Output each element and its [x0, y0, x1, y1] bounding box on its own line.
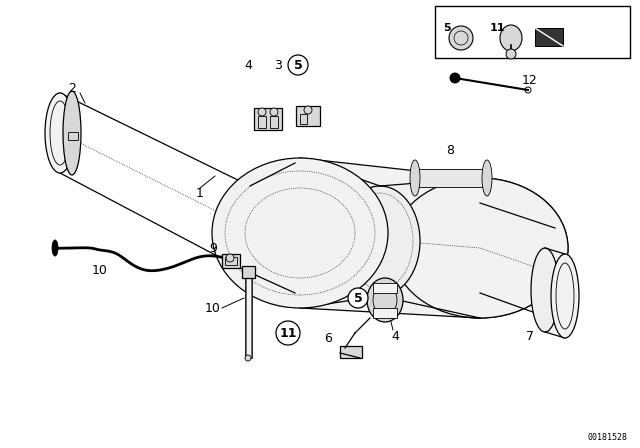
Ellipse shape — [410, 160, 420, 196]
Bar — [254, 108, 282, 130]
Text: 3: 3 — [274, 59, 282, 72]
Ellipse shape — [226, 254, 234, 262]
Ellipse shape — [258, 108, 266, 116]
Circle shape — [288, 55, 308, 75]
Bar — [222, 254, 240, 268]
Text: 9: 9 — [209, 241, 217, 254]
Text: 1: 1 — [196, 186, 204, 199]
Bar — [242, 266, 255, 278]
Bar — [535, 28, 563, 46]
Ellipse shape — [506, 49, 516, 59]
Text: 6: 6 — [324, 332, 332, 345]
Ellipse shape — [500, 25, 522, 51]
Bar — [300, 114, 307, 124]
Bar — [258, 116, 266, 128]
Ellipse shape — [245, 355, 251, 361]
Text: 12: 12 — [522, 73, 538, 86]
Ellipse shape — [45, 93, 75, 173]
Text: 5: 5 — [443, 23, 451, 33]
Ellipse shape — [63, 91, 81, 175]
Ellipse shape — [367, 278, 403, 322]
Bar — [246, 274, 251, 357]
Ellipse shape — [450, 73, 460, 83]
Ellipse shape — [52, 240, 58, 256]
Text: 5: 5 — [354, 292, 362, 305]
Ellipse shape — [482, 160, 492, 196]
Ellipse shape — [265, 163, 325, 293]
Polygon shape — [300, 158, 480, 318]
Bar — [245, 273, 252, 358]
Bar — [225, 257, 237, 265]
Bar — [435, 6, 630, 58]
Text: 10: 10 — [92, 263, 108, 276]
Circle shape — [276, 321, 300, 345]
Bar — [270, 116, 278, 128]
Bar — [68, 132, 78, 140]
Bar — [373, 308, 397, 318]
Bar — [296, 106, 320, 126]
Bar — [373, 283, 397, 293]
Bar — [340, 346, 362, 358]
Ellipse shape — [304, 106, 312, 114]
Text: 4: 4 — [391, 329, 399, 343]
Text: 4: 4 — [244, 59, 252, 72]
Circle shape — [348, 288, 368, 308]
Ellipse shape — [449, 26, 473, 50]
Text: 2: 2 — [68, 82, 76, 95]
Text: 7: 7 — [526, 329, 534, 343]
Ellipse shape — [212, 158, 388, 308]
Text: 11: 11 — [489, 23, 505, 33]
Ellipse shape — [392, 178, 568, 318]
Text: 00181528: 00181528 — [588, 433, 628, 442]
Ellipse shape — [270, 108, 278, 116]
Ellipse shape — [340, 186, 420, 296]
Bar — [415, 169, 487, 187]
Text: 5: 5 — [294, 59, 302, 72]
Text: 11: 11 — [279, 327, 297, 340]
Text: 8: 8 — [446, 143, 454, 156]
Ellipse shape — [392, 178, 568, 318]
Ellipse shape — [531, 248, 559, 332]
Ellipse shape — [551, 254, 579, 338]
Text: 10: 10 — [205, 302, 221, 314]
